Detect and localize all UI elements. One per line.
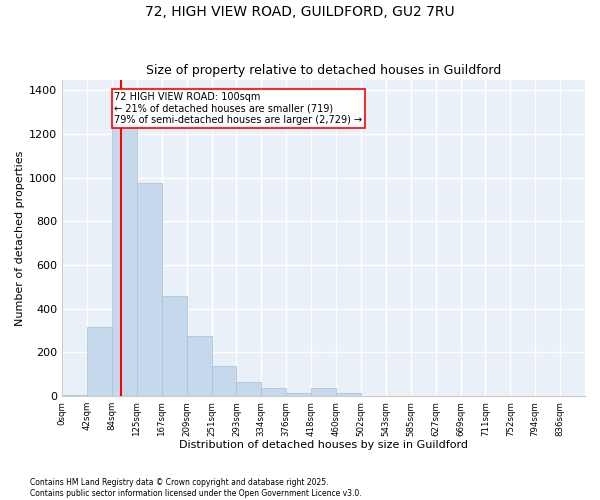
Text: 72, HIGH VIEW ROAD, GUILDFORD, GU2 7RU: 72, HIGH VIEW ROAD, GUILDFORD, GU2 7RU xyxy=(145,5,455,19)
Bar xyxy=(162,296,187,396)
Bar xyxy=(187,336,212,396)
X-axis label: Distribution of detached houses by size in Guildford: Distribution of detached houses by size … xyxy=(179,440,468,450)
Bar xyxy=(286,393,311,396)
Bar xyxy=(336,393,361,396)
Bar xyxy=(262,388,286,396)
Bar xyxy=(112,102,137,396)
Bar xyxy=(236,382,262,396)
Bar xyxy=(212,366,236,396)
Bar xyxy=(62,395,87,396)
Title: Size of property relative to detached houses in Guildford: Size of property relative to detached ho… xyxy=(146,64,501,77)
Y-axis label: Number of detached properties: Number of detached properties xyxy=(15,150,25,326)
Text: Contains HM Land Registry data © Crown copyright and database right 2025.
Contai: Contains HM Land Registry data © Crown c… xyxy=(30,478,362,498)
Bar xyxy=(137,184,162,396)
Bar xyxy=(87,328,112,396)
Text: 72 HIGH VIEW ROAD: 100sqm
← 21% of detached houses are smaller (719)
79% of semi: 72 HIGH VIEW ROAD: 100sqm ← 21% of detac… xyxy=(115,92,362,125)
Bar xyxy=(311,388,336,396)
